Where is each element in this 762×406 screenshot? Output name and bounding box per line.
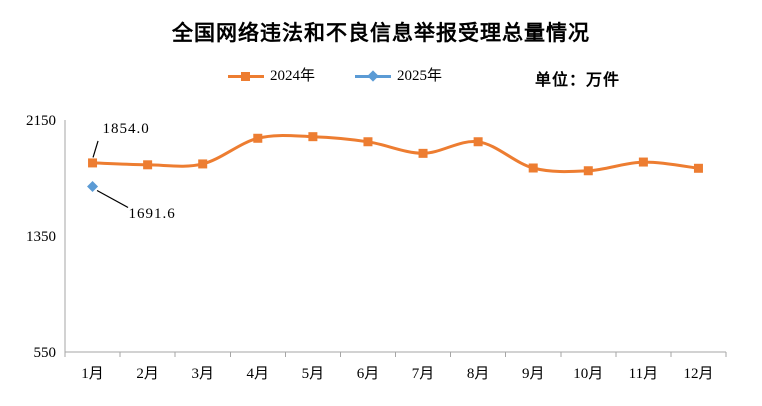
y-axis-label: 1350 [26, 229, 56, 245]
square-marker-icon [528, 163, 538, 173]
x-axis-label: 9月 [522, 366, 545, 382]
legend-item-2024: 2024年 [228, 67, 315, 85]
legend-sample-2025 [355, 70, 391, 82]
square-marker-icon [241, 71, 250, 81]
square-marker-icon [143, 160, 153, 170]
chart-title: 全国网络违法和不良信息举报受理总量情况 [172, 22, 590, 45]
annotation-leader-line [92, 140, 99, 158]
y-axis-label: 550 [34, 345, 57, 361]
x-axis-label: 2月 [136, 366, 159, 382]
legend-label-2024: 2024年 [270, 68, 316, 84]
square-marker-icon [693, 163, 703, 173]
legend-label-2025: 2025年 [397, 68, 443, 84]
y-axis-label: 2150 [26, 113, 56, 129]
diamond-marker-icon [87, 180, 99, 192]
x-axis-label: 7月 [412, 366, 435, 382]
square-marker-icon [363, 137, 373, 147]
x-axis-label: 1月 [81, 366, 104, 382]
legend-sample-2024 [228, 71, 264, 82]
annotation-leader-line [96, 189, 129, 208]
square-marker-icon [308, 132, 318, 142]
legend-item-2025: 2025年 [355, 67, 442, 85]
x-axis-label: 6月 [357, 366, 380, 382]
square-marker-icon [473, 137, 483, 147]
x-axis-label: 8月 [467, 366, 490, 382]
square-marker-icon [638, 157, 648, 167]
x-axis-label: 4月 [247, 366, 270, 382]
x-axis-label: 11月 [629, 366, 658, 382]
x-axis-label: 12月 [683, 366, 713, 382]
x-axis-label: 10月 [573, 366, 603, 382]
square-marker-icon [418, 148, 428, 158]
x-axis-label: 3月 [191, 366, 214, 382]
square-marker-icon [583, 166, 593, 176]
x-axis-label: 5月 [302, 366, 325, 382]
data-label: 1854.0 [103, 121, 150, 137]
square-marker-icon [198, 159, 208, 169]
unit-label: 单位：万件 [535, 72, 621, 89]
series-line-2024年 [91, 134, 700, 174]
data-label: 1691.6 [129, 206, 176, 222]
square-marker-icon [253, 133, 263, 143]
square-marker-icon [88, 158, 98, 168]
